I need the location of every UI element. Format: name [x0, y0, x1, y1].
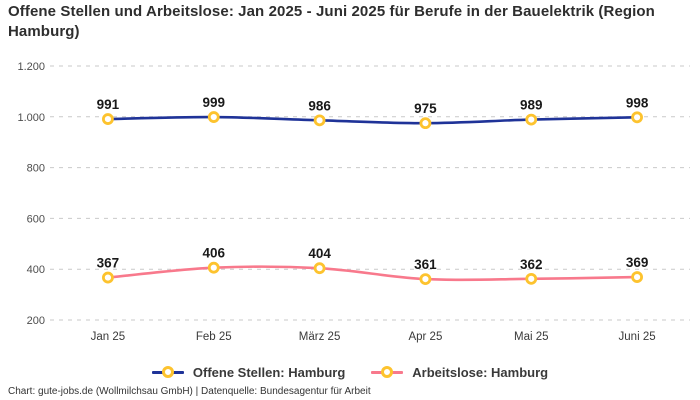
legend-item-offene-stellen[interactable]: Offene Stellen: Hamburg — [151, 364, 346, 380]
data-point-marker[interactable] — [419, 273, 432, 286]
data-point-value-label: 404 — [308, 246, 331, 261]
data-point-marker[interactable] — [419, 117, 432, 130]
x-axis-tick-label: Feb 25 — [196, 331, 232, 343]
x-axis-tick-label: Apr 25 — [408, 331, 442, 343]
legend-label-offene-stellen: Offene Stellen: Hamburg — [192, 364, 346, 380]
series-line — [106, 265, 639, 282]
legend-line-sample-offene-stellen — [151, 366, 184, 378]
data-point-marker[interactable] — [631, 111, 643, 124]
data-point-value-label: 989 — [520, 98, 543, 113]
data-point-value-label: 998 — [626, 95, 649, 110]
data-point-value-label: 362 — [520, 257, 543, 272]
y-axis-tick-label: 1.000 — [17, 112, 45, 124]
y-axis-tick-label: 200 — [27, 315, 45, 327]
data-point-value-label: 999 — [202, 95, 225, 110]
data-point-marker[interactable] — [631, 271, 643, 283]
legend-marker-ring-icon — [161, 366, 174, 378]
chart-title: Offene Stellen und Arbeitslose: Jan 2025… — [8, 3, 655, 40]
data-point-value-label: 991 — [97, 97, 120, 112]
chart-footer: Chart: gute-jobs.de (Wollmilchsau GmbH) … — [8, 386, 371, 397]
data-point-marker[interactable] — [207, 111, 220, 123]
legend-label-arbeitslose: Arbeitslose: Hamburg — [412, 364, 549, 380]
data-point-value-label: 975 — [414, 101, 437, 116]
x-axis-tick-label: März 25 — [299, 331, 341, 343]
y-axis-tick-label: 400 — [27, 264, 45, 276]
legend: Offene Stellen: Hamburg Arbeitslose: Ham… — [0, 363, 700, 381]
data-point-marker[interactable] — [102, 271, 114, 284]
series-line — [106, 115, 639, 125]
data-point-marker[interactable] — [525, 272, 538, 285]
legend-item-arbeitslose[interactable]: Arbeitslose: Hamburg — [371, 365, 548, 380]
legend-line-sample-arbeitslose — [371, 366, 404, 378]
x-axis-tick-label: Jan 25 — [91, 331, 126, 343]
y-axis-tick-label: 1.200 — [17, 61, 45, 73]
data-point-value-label: 367 — [97, 256, 120, 271]
data-point-marker[interactable] — [207, 261, 220, 274]
data-point-value-label: 369 — [626, 255, 649, 270]
x-axis-tick-label: Mai 25 — [514, 331, 549, 343]
data-point-marker[interactable] — [313, 114, 326, 127]
data-point-marker[interactable] — [525, 113, 538, 126]
data-point-marker[interactable] — [102, 113, 114, 125]
legend-marker-ring-icon — [381, 366, 394, 378]
x-axis-tick-label: Juni 25 — [619, 331, 656, 343]
y-axis-tick-label: 800 — [27, 163, 45, 175]
data-point-marker[interactable] — [313, 262, 326, 275]
data-point-value-label: 361 — [414, 257, 437, 272]
y-axis-tick-label: 600 — [27, 213, 45, 225]
data-point-value-label: 986 — [308, 98, 331, 113]
data-point-value-label: 406 — [202, 246, 225, 261]
